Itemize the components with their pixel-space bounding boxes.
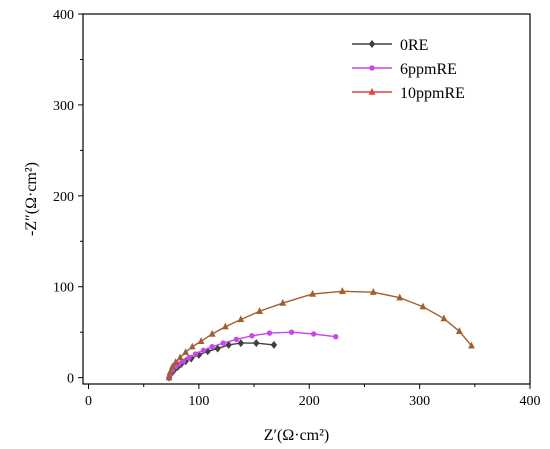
plot-frame (82, 13, 531, 385)
legend-label: 0RE (400, 37, 428, 54)
data-point (270, 340, 278, 349)
x-tick-label: 400 (520, 394, 541, 409)
data-point (220, 340, 226, 346)
data-point (249, 333, 255, 339)
axes: Z′(Ω·cm²) -Z″(Ω·cm²) (23, 13, 531, 444)
y-tick-label: 200 (53, 190, 74, 205)
x-tick-label: 300 (409, 394, 430, 409)
data-point (208, 329, 216, 337)
legend[interactable]: 0RE 6ppmRE 10ppmRE (352, 37, 465, 102)
data-point (253, 339, 260, 348)
data-point (186, 354, 192, 361)
ticks: 0 100 200 300 400 0 100 200 300 400 (53, 8, 541, 409)
legend-entry-0re[interactable]: 0RE (352, 37, 428, 54)
series-10ppmre (165, 287, 475, 381)
data-point (288, 329, 295, 335)
data-point (310, 331, 317, 337)
data-point (369, 288, 377, 295)
data-point (396, 293, 404, 301)
legend-entry-6ppmre[interactable]: 6ppmRE (352, 61, 457, 78)
data-point (279, 298, 287, 306)
data-point (468, 341, 475, 349)
legend-marker (368, 40, 376, 48)
data-point (214, 344, 221, 353)
data-point (419, 302, 427, 310)
data-point (168, 362, 176, 370)
data-point (166, 368, 174, 375)
data-point (209, 344, 215, 350)
x-axis-title: Z′(Ω·cm²) (264, 427, 330, 444)
data-point (266, 330, 273, 336)
x-tick-label: 200 (299, 394, 320, 409)
data-point (192, 351, 199, 357)
data-point (338, 287, 346, 294)
data-point (197, 337, 205, 344)
data-point (333, 334, 339, 340)
data-point (309, 289, 316, 297)
y-tick-label: 100 (53, 281, 74, 296)
data-point (172, 358, 180, 365)
data-point (221, 322, 229, 330)
data-point (440, 314, 448, 322)
legend-marker (369, 65, 375, 71)
data-point (233, 336, 240, 343)
data-point (188, 342, 196, 350)
legend-marker (368, 87, 376, 95)
data-point (165, 373, 173, 381)
y-axis-title: -Z″(Ω·cm²) (23, 162, 40, 236)
x-tick-label: 100 (188, 394, 209, 409)
y-tick-label: 300 (53, 99, 74, 114)
y-tick-label: 0 (67, 372, 74, 387)
legend-label: 6ppmRE (400, 61, 457, 78)
series-6ppmre (166, 329, 339, 381)
data-series (165, 287, 475, 382)
data-point (176, 353, 184, 361)
data-point (455, 327, 463, 334)
data-point (237, 339, 245, 348)
data-point (237, 315, 245, 323)
data-point (200, 347, 207, 354)
y-tick-label: 400 (53, 8, 74, 23)
legend-label: 10ppmRE (400, 85, 465, 102)
data-point (256, 307, 264, 314)
data-point (182, 348, 190, 355)
legend-entry-10ppmre[interactable]: 10ppmRE (352, 85, 465, 102)
data-point (225, 340, 232, 349)
x-tick-label: 0 (85, 394, 92, 409)
